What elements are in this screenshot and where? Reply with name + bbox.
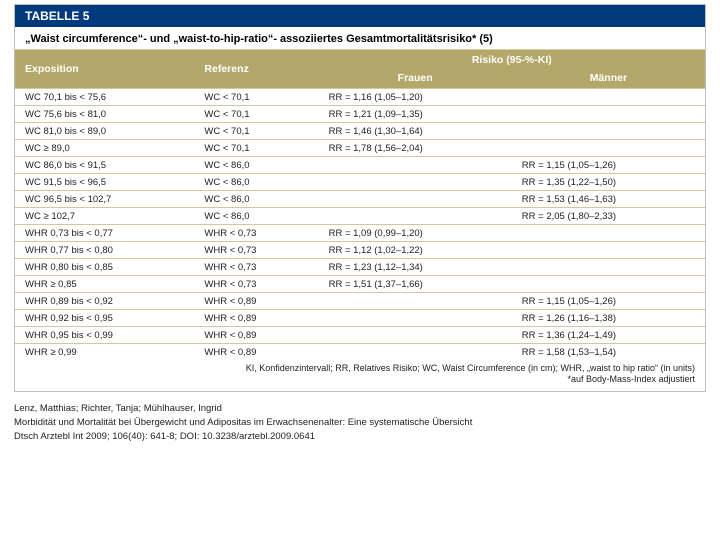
cell-m: [512, 106, 705, 123]
cell-ref: WC < 70,1: [194, 106, 318, 123]
cell-m: [512, 225, 705, 242]
cell-ref: WC < 86,0: [194, 191, 318, 208]
cell-ref: WHR < 0,89: [194, 344, 318, 361]
header-frauen: Frauen: [319, 70, 512, 89]
table-row: WC 91,5 bis < 96,5WC < 86,0 RR = 1,35 (1,…: [15, 174, 705, 191]
cell-ref: WHR < 0,89: [194, 293, 318, 310]
table-body: WC 70,1 bis < 75,6WC < 70,1RR = 1,16 (1,…: [15, 89, 705, 361]
cell-exp: WHR 0,77 bis < 0,80: [15, 242, 194, 259]
cell-ref: WHR < 0,89: [194, 327, 318, 344]
table-row: WC ≥ 89,0WC < 70,1RR = 1,78 (1,56–2,04): [15, 140, 705, 157]
table-row: WC 81,0 bis < 89,0WC < 70,1RR = 1,46 (1,…: [15, 123, 705, 140]
data-table: Exposition Referenz Risiko (95-%-KI) Fra…: [15, 50, 705, 360]
table-footnote: KI, Konfidenzintervall; RR, Relatives Ri…: [15, 360, 705, 391]
table-row: WHR 0,92 bis < 0,95WHR < 0,89 RR = 1,26 (…: [15, 310, 705, 327]
table-row: WC 96,5 bis < 102,7WC < 86,0 RR = 1,53 (1…: [15, 191, 705, 208]
cell-f: RR = 1,21 (1,09–1,35): [319, 106, 512, 123]
cell-exp: WHR 0,95 bis < 0,99: [15, 327, 194, 344]
cell-m: [512, 276, 705, 293]
cell-f: [319, 310, 512, 327]
table-row: WHR 0,77 bis < 0,80WHR < 0,73RR = 1,12 (…: [15, 242, 705, 259]
cell-f: [319, 208, 512, 225]
cell-exp: WC 96,5 bis < 102,7: [15, 191, 194, 208]
cell-f: [319, 191, 512, 208]
header-referenz: Referenz: [194, 50, 318, 89]
table-header: Exposition Referenz Risiko (95-%-KI) Fra…: [15, 50, 705, 89]
cell-exp: WC 70,1 bis < 75,6: [15, 89, 194, 106]
cell-f: [319, 344, 512, 361]
cell-exp: WC 75,6 bis < 81,0: [15, 106, 194, 123]
table-row: WHR 0,73 bis < 0,77WHR < 0,73RR = 1,09 (…: [15, 225, 705, 242]
table-number-bar: TABELLE 5: [15, 5, 705, 27]
cell-exp: WC 86,0 bis < 91,5: [15, 157, 194, 174]
cell-f: RR = 1,16 (1,05–1,20): [319, 89, 512, 106]
cell-ref: WHR < 0,73: [194, 259, 318, 276]
table-number: TABELLE 5: [25, 9, 89, 23]
citation-block: Lenz, Matthias; Richter, Tanja; Mühlhaus…: [14, 402, 706, 444]
cell-f: RR = 1,09 (0,99–1,20): [319, 225, 512, 242]
table-row: WHR 0,89 bis < 0,92WHR < 0,89 RR = 1,15 (…: [15, 293, 705, 310]
header-maenner: Männer: [512, 70, 705, 89]
cell-f: RR = 1,12 (1,02–1,22): [319, 242, 512, 259]
footnote-line-2: *auf Body-Mass-Index adjustiert: [25, 374, 695, 385]
cell-exp: WHR ≥ 0,85: [15, 276, 194, 293]
table-row: WC 70,1 bis < 75,6WC < 70,1RR = 1,16 (1,…: [15, 89, 705, 106]
table-row: WC ≥ 102,7WC < 86,0 RR = 2,05 (1,80–2,33): [15, 208, 705, 225]
cell-m: RR = 1,58 (1,53–1,54): [512, 344, 705, 361]
cell-exp: WHR 0,92 bis < 0,95: [15, 310, 194, 327]
cell-m: RR = 1,15 (1,05–1,26): [512, 157, 705, 174]
cell-ref: WHR < 0,73: [194, 276, 318, 293]
cell-ref: WC < 70,1: [194, 89, 318, 106]
cell-ref: WC < 70,1: [194, 140, 318, 157]
cell-f: RR = 1,51 (1,37–1,66): [319, 276, 512, 293]
cell-ref: WC < 86,0: [194, 174, 318, 191]
header-exposition: Exposition: [15, 50, 194, 89]
cell-m: [512, 140, 705, 157]
cell-ref: WC < 70,1: [194, 123, 318, 140]
footnote-line-1: KI, Konfidenzintervall; RR, Relatives Ri…: [25, 363, 695, 374]
cell-exp: WHR 0,80 bis < 0,85: [15, 259, 194, 276]
cell-m: [512, 123, 705, 140]
cell-ref: WHR < 0,73: [194, 242, 318, 259]
cell-exp: WC 91,5 bis < 96,5: [15, 174, 194, 191]
table-row: WHR ≥ 0,85WHR < 0,73RR = 1,51 (1,37–1,66…: [15, 276, 705, 293]
citation-title: Morbidität und Mortalität bei Übergewich…: [14, 416, 706, 429]
cell-f: [319, 293, 512, 310]
cell-f: RR = 1,78 (1,56–2,04): [319, 140, 512, 157]
cell-ref: WC < 86,0: [194, 208, 318, 225]
cell-m: RR = 1,53 (1,46–1,63): [512, 191, 705, 208]
cell-ref: WC < 86,0: [194, 157, 318, 174]
cell-exp: WHR 0,89 bis < 0,92: [15, 293, 194, 310]
cell-exp: WHR 0,73 bis < 0,77: [15, 225, 194, 242]
cell-f: [319, 157, 512, 174]
table-row: WHR ≥ 0,99WHR < 0,89 RR = 1,58 (1,53–1,54…: [15, 344, 705, 361]
cell-m: RR = 1,36 (1,24–1,49): [512, 327, 705, 344]
cell-f: [319, 327, 512, 344]
cell-f: [319, 174, 512, 191]
cell-f: RR = 1,23 (1,12–1,34): [319, 259, 512, 276]
cell-ref: WHR < 0,89: [194, 310, 318, 327]
table-row: WC 75,6 bis < 81,0WC < 70,1RR = 1,21 (1,…: [15, 106, 705, 123]
table-row: WHR 0,80 bis < 0,85WHR < 0,73RR = 1,23 (…: [15, 259, 705, 276]
header-risiko: Risiko (95-%-KI): [319, 50, 705, 70]
cell-ref: WHR < 0,73: [194, 225, 318, 242]
cell-m: RR = 1,26 (1,16–1,38): [512, 310, 705, 327]
cell-m: [512, 259, 705, 276]
table-subtitle: „Waist circumference“- und „waist-to-hip…: [15, 27, 705, 50]
cell-exp: WHR ≥ 0,99: [15, 344, 194, 361]
cell-exp: WC ≥ 89,0: [15, 140, 194, 157]
cell-m: [512, 242, 705, 259]
cell-exp: WC 81,0 bis < 89,0: [15, 123, 194, 140]
cell-m: [512, 89, 705, 106]
cell-m: RR = 2,05 (1,80–2,33): [512, 208, 705, 225]
table-row: WC 86,0 bis < 91,5WC < 86,0 RR = 1,15 (1,…: [15, 157, 705, 174]
cell-m: RR = 1,35 (1,22–1,50): [512, 174, 705, 191]
cell-exp: WC ≥ 102,7: [15, 208, 194, 225]
cell-m: RR = 1,15 (1,05–1,26): [512, 293, 705, 310]
cell-f: RR = 1,46 (1,30–1,64): [319, 123, 512, 140]
citation-journal: Dtsch Arztebl Int 2009; 106(40): 641-8; …: [14, 430, 706, 443]
citation-authors: Lenz, Matthias; Richter, Tanja; Mühlhaus…: [14, 402, 706, 415]
table-frame: TABELLE 5 „Waist circumference“- und „wa…: [14, 4, 706, 392]
table-row: WHR 0,95 bis < 0,99WHR < 0,89 RR = 1,36 (…: [15, 327, 705, 344]
